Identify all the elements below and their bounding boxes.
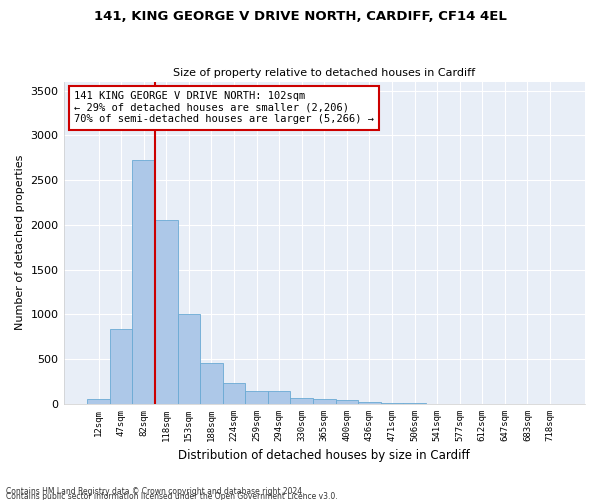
Text: 141 KING GEORGE V DRIVE NORTH: 102sqm
← 29% of detached houses are smaller (2,20: 141 KING GEORGE V DRIVE NORTH: 102sqm ← … [74, 91, 374, 124]
Bar [200, 363, 223, 404]
Bar [313, 399, 335, 404]
Bar [358, 402, 381, 404]
Bar [223, 382, 245, 404]
Y-axis label: Number of detached properties: Number of detached properties [15, 155, 25, 330]
Title: Size of property relative to detached houses in Cardiff: Size of property relative to detached ho… [173, 68, 475, 78]
Text: Contains public sector information licensed under the Open Government Licence v3: Contains public sector information licen… [6, 492, 338, 500]
Bar [155, 220, 178, 404]
Bar [335, 400, 358, 404]
Bar [268, 390, 290, 404]
Bar [87, 399, 110, 404]
Bar [290, 398, 313, 404]
Text: 141, KING GEORGE V DRIVE NORTH, CARDIFF, CF14 4EL: 141, KING GEORGE V DRIVE NORTH, CARDIFF,… [94, 10, 506, 23]
X-axis label: Distribution of detached houses by size in Cardiff: Distribution of detached houses by size … [178, 450, 470, 462]
Bar [133, 160, 155, 404]
Bar [381, 402, 403, 404]
Bar [110, 329, 133, 404]
Text: Contains HM Land Registry data © Crown copyright and database right 2024.: Contains HM Land Registry data © Crown c… [6, 486, 305, 496]
Bar [245, 390, 268, 404]
Bar [178, 314, 200, 404]
